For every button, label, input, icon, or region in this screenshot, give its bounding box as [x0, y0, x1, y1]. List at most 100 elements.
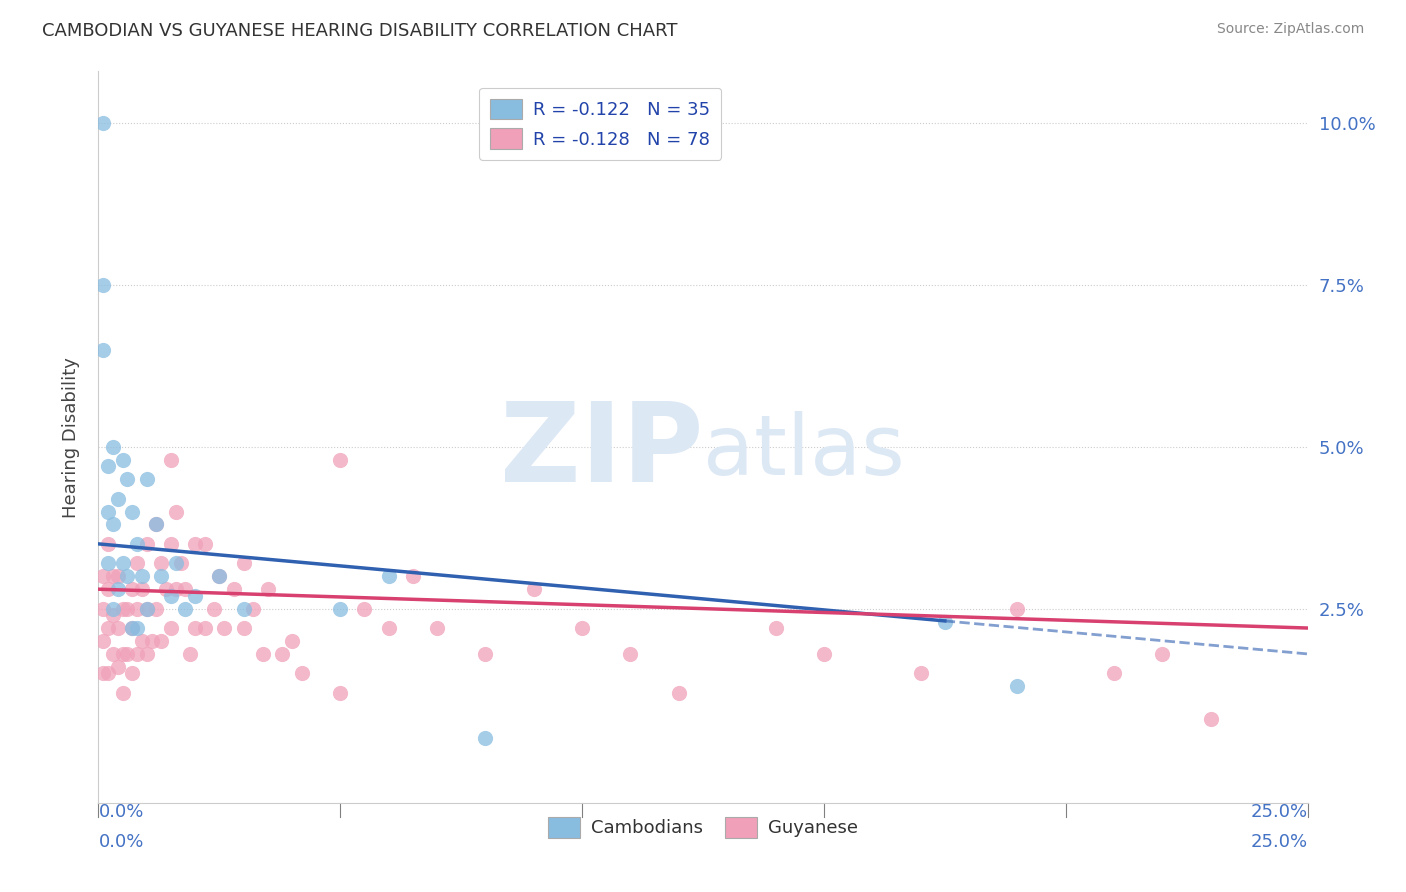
Point — [145, 517, 167, 532]
Point — [135, 601, 157, 615]
Point — [184, 537, 207, 551]
Point — [474, 731, 496, 745]
Point — [165, 582, 187, 597]
Point — [91, 277, 114, 292]
Point — [813, 647, 835, 661]
Point — [111, 557, 134, 571]
Point — [121, 582, 143, 597]
Point — [252, 647, 274, 661]
Point — [111, 601, 134, 615]
Point — [135, 647, 157, 661]
Text: 25.0%: 25.0% — [1250, 833, 1308, 851]
Point — [145, 601, 167, 615]
Point — [91, 601, 114, 615]
Point — [131, 634, 153, 648]
Point — [377, 569, 399, 583]
Point — [765, 621, 787, 635]
Point — [97, 621, 120, 635]
Point — [194, 537, 217, 551]
Point — [619, 647, 641, 661]
Point — [111, 452, 134, 467]
Point — [329, 452, 352, 467]
Point — [127, 621, 149, 635]
Text: 25.0%: 25.0% — [1250, 803, 1308, 821]
Point — [145, 517, 167, 532]
Point — [121, 621, 143, 635]
Point — [160, 621, 183, 635]
Point — [135, 472, 157, 486]
Point — [160, 452, 183, 467]
Point — [135, 601, 157, 615]
Point — [117, 472, 139, 486]
Point — [111, 647, 134, 661]
Point — [135, 537, 157, 551]
Point — [127, 647, 149, 661]
Point — [101, 517, 124, 532]
Point — [97, 537, 120, 551]
Point — [107, 660, 129, 674]
Point — [571, 621, 593, 635]
Point — [232, 557, 254, 571]
Point — [127, 537, 149, 551]
Point — [121, 621, 143, 635]
Point — [117, 569, 139, 583]
Point — [1199, 712, 1222, 726]
Point — [179, 647, 201, 661]
Point — [1102, 666, 1125, 681]
Text: CAMBODIAN VS GUYANESE HEARING DISABILITY CORRELATION CHART: CAMBODIAN VS GUYANESE HEARING DISABILITY… — [42, 22, 678, 40]
Point — [910, 666, 932, 681]
Point — [117, 601, 139, 615]
Point — [121, 666, 143, 681]
Point — [97, 459, 120, 474]
Point — [174, 601, 197, 615]
Text: 0.0%: 0.0% — [98, 833, 143, 851]
Point — [150, 634, 173, 648]
Point — [107, 621, 129, 635]
Point — [111, 686, 134, 700]
Point — [204, 601, 226, 615]
Point — [101, 601, 124, 615]
Point — [212, 621, 235, 635]
Point — [256, 582, 278, 597]
Point — [101, 647, 124, 661]
Point — [1007, 679, 1029, 693]
Point — [97, 504, 120, 518]
Point — [474, 647, 496, 661]
Point — [281, 634, 304, 648]
Point — [232, 601, 254, 615]
Point — [165, 557, 187, 571]
Point — [184, 621, 207, 635]
Point — [107, 491, 129, 506]
Point — [101, 440, 124, 454]
Text: Source: ZipAtlas.com: Source: ZipAtlas.com — [1216, 22, 1364, 37]
Point — [194, 621, 217, 635]
Point — [97, 582, 120, 597]
Point — [160, 589, 183, 603]
Point — [91, 666, 114, 681]
Point — [1152, 647, 1174, 661]
Point — [174, 582, 197, 597]
Point — [150, 569, 173, 583]
Legend: Cambodians, Guyanese: Cambodians, Guyanese — [541, 810, 865, 845]
Point — [290, 666, 312, 681]
Point — [91, 343, 114, 357]
Point — [97, 557, 120, 571]
Point — [160, 537, 183, 551]
Point — [232, 621, 254, 635]
Point — [101, 608, 124, 623]
Point — [165, 504, 187, 518]
Point — [242, 601, 264, 615]
Point — [150, 557, 173, 571]
Point — [271, 647, 294, 661]
Point — [184, 589, 207, 603]
Point — [1007, 601, 1029, 615]
Point — [131, 569, 153, 583]
Point — [668, 686, 690, 700]
Point — [222, 582, 245, 597]
Text: 0.0%: 0.0% — [98, 803, 143, 821]
Point — [107, 569, 129, 583]
Point — [131, 582, 153, 597]
Point — [127, 601, 149, 615]
Point — [353, 601, 375, 615]
Point — [402, 569, 425, 583]
